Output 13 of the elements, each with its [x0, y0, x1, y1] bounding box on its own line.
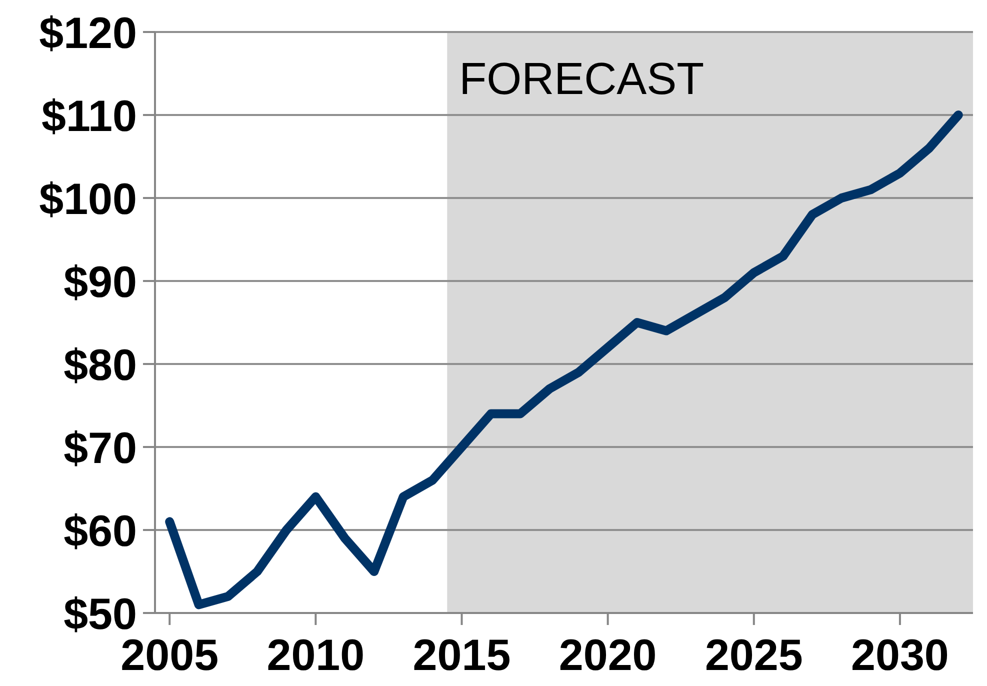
x-tick-label: 2020 — [558, 631, 657, 680]
y-tick-label: $70 — [64, 424, 137, 473]
x-tick-label: 2025 — [704, 631, 803, 680]
y-tick-label: $100 — [39, 174, 137, 224]
y-tick-label: $110 — [42, 92, 137, 141]
y-tick-label: $90 — [64, 258, 137, 307]
band-label: FORECAST — [459, 53, 704, 104]
x-tick-label: 2030 — [851, 631, 949, 680]
y-tick-label: $80 — [64, 340, 137, 390]
x-tick-label: 2010 — [266, 631, 365, 680]
y-tick-label: $60 — [64, 506, 137, 556]
y-tick-label: $120 — [39, 8, 137, 58]
x-tick-label: 2015 — [412, 631, 511, 680]
